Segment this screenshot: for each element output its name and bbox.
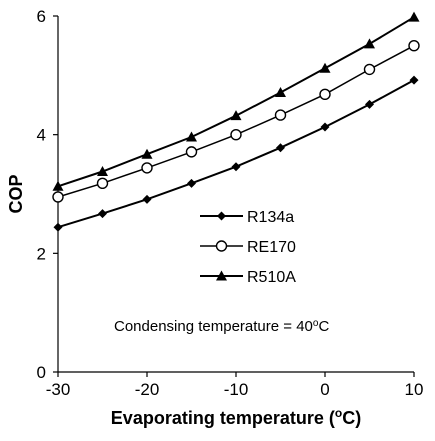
x-ticks: -30 -20 -10 0 10 <box>46 372 424 399</box>
data-point-r510a <box>186 131 197 142</box>
data-point-r510a <box>364 38 375 49</box>
y-ticks: 0 2 4 6 <box>37 7 58 382</box>
legend-item-r134a: R134a <box>200 209 294 226</box>
x-axis-title-tail: C) <box>342 408 361 428</box>
y-tick-label: 4 <box>37 126 46 145</box>
data-point-re170 <box>363 63 376 76</box>
data-point-r510a <box>141 148 153 159</box>
data-point-r134a <box>276 143 285 153</box>
data-point-r134a <box>142 194 152 204</box>
series-re170 <box>52 39 420 203</box>
data-point-r510a <box>52 180 64 191</box>
data-point-re170 <box>274 109 287 121</box>
diamond-marker-icon <box>217 211 226 221</box>
data-point-r510a <box>408 11 420 22</box>
x-axis-title-sup: o <box>335 406 342 420</box>
y-tick-label: 6 <box>37 7 46 26</box>
plot-area: 0 2 4 6 -30 -20 -10 0 10 <box>37 7 424 399</box>
data-point-r134a <box>365 99 374 109</box>
triangle-marker-icon <box>216 270 227 281</box>
y-axis-title: COP <box>6 174 26 213</box>
data-point-r510a <box>230 110 242 121</box>
series-line-r510a <box>57 16 415 188</box>
series-line-r134a <box>57 79 415 229</box>
data-point-re170 <box>185 146 198 158</box>
data-point-r134a <box>187 178 196 188</box>
condensing-temperature-annotation: Condensing temperature = 40oC <box>114 318 329 336</box>
annotation-tail: C <box>318 318 329 335</box>
legend: R134a RE170 R510A <box>200 209 296 286</box>
data-point-r134a <box>231 162 241 172</box>
data-point-r134a <box>320 122 330 132</box>
data-point-r134a <box>409 75 419 85</box>
series-r134a <box>53 75 419 232</box>
x-tick-label: 10 <box>405 380 424 399</box>
data-point-r510a <box>97 165 108 176</box>
y-tick-label: 2 <box>37 244 46 263</box>
series-layer <box>52 11 420 232</box>
annotation-main: Condensing temperature = 40 <box>114 318 313 335</box>
legend-label-r134a: R134a <box>247 209 294 226</box>
data-point-r510a <box>319 62 331 73</box>
data-point-r510a <box>275 87 286 98</box>
x-axis-title: Evaporating temperature (oC) <box>111 406 361 428</box>
x-tick-label: -10 <box>224 380 249 399</box>
legend-item-r510a: R510A <box>200 269 296 286</box>
data-point-re170 <box>52 191 64 203</box>
data-point-re170 <box>230 128 242 141</box>
data-point-re170 <box>408 39 420 52</box>
legend-item-re170: RE170 <box>200 239 296 256</box>
x-tick-label: 0 <box>320 380 329 399</box>
data-point-re170 <box>141 162 153 174</box>
x-tick-label: -20 <box>135 380 160 399</box>
data-point-r134a <box>98 209 107 219</box>
data-point-re170 <box>96 177 109 190</box>
data-point-r134a <box>53 222 63 232</box>
open-circle-marker-icon <box>215 240 228 252</box>
annotation-sup: o <box>313 318 319 329</box>
x-axis-title-main: Evaporating temperature ( <box>111 408 335 428</box>
legend-label-r510a: R510A <box>247 269 296 286</box>
series-line-re170 <box>57 45 415 198</box>
x-tick-label: -30 <box>46 380 71 399</box>
series-r510a <box>52 11 420 191</box>
legend-label-re170: RE170 <box>247 239 296 256</box>
y-tick-label: 0 <box>37 363 46 382</box>
data-point-re170 <box>319 88 331 101</box>
